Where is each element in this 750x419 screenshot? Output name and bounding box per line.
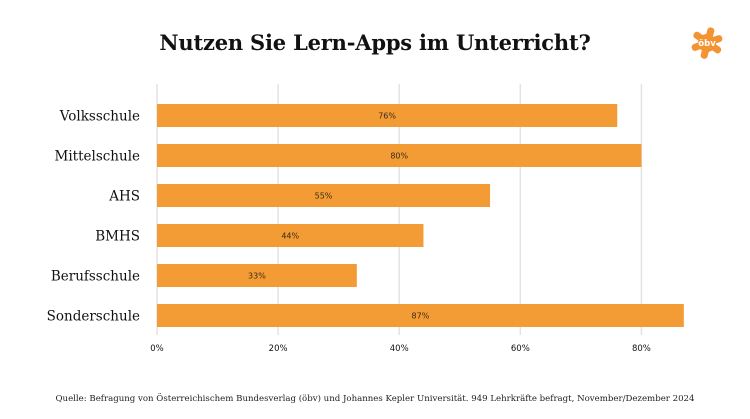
logo-text: öbv bbox=[698, 39, 716, 49]
category-label: BMHS bbox=[95, 229, 140, 245]
category-label: AHS bbox=[108, 189, 140, 205]
x-tick-label: 40% bbox=[390, 344, 409, 354]
source-note: Quelle: Befragung von Österreichischem B… bbox=[55, 394, 695, 404]
category-label: Sonderschule bbox=[47, 309, 140, 325]
bar bbox=[157, 304, 684, 327]
bar bbox=[157, 264, 357, 287]
data-label: 44% bbox=[281, 232, 299, 241]
obv-logo: öbv bbox=[691, 27, 723, 59]
data-label: 33% bbox=[248, 272, 266, 281]
category-label: Berufsschule bbox=[51, 269, 140, 285]
chart-title: Nutzen Sie Lern-Apps im Unterricht? bbox=[159, 30, 591, 55]
x-tick-label: 80% bbox=[632, 344, 651, 354]
bar bbox=[157, 104, 618, 127]
bar bbox=[157, 224, 424, 247]
data-label: 76% bbox=[378, 112, 396, 121]
x-tick-label: 20% bbox=[269, 344, 288, 354]
data-label: 80% bbox=[390, 152, 408, 161]
data-label: 55% bbox=[315, 192, 333, 201]
x-tick-label: 60% bbox=[511, 344, 530, 354]
bar bbox=[157, 184, 491, 207]
bar-chart: 0% 20% 40% 60% 80% Volksschule 76% Mittelschule… bbox=[47, 84, 684, 354]
bar bbox=[157, 144, 642, 167]
x-tick-label: 0% bbox=[150, 344, 164, 354]
category-label: Mittelschule bbox=[55, 149, 140, 165]
data-label: 87% bbox=[412, 312, 430, 321]
category-label: Volksschule bbox=[59, 109, 140, 125]
